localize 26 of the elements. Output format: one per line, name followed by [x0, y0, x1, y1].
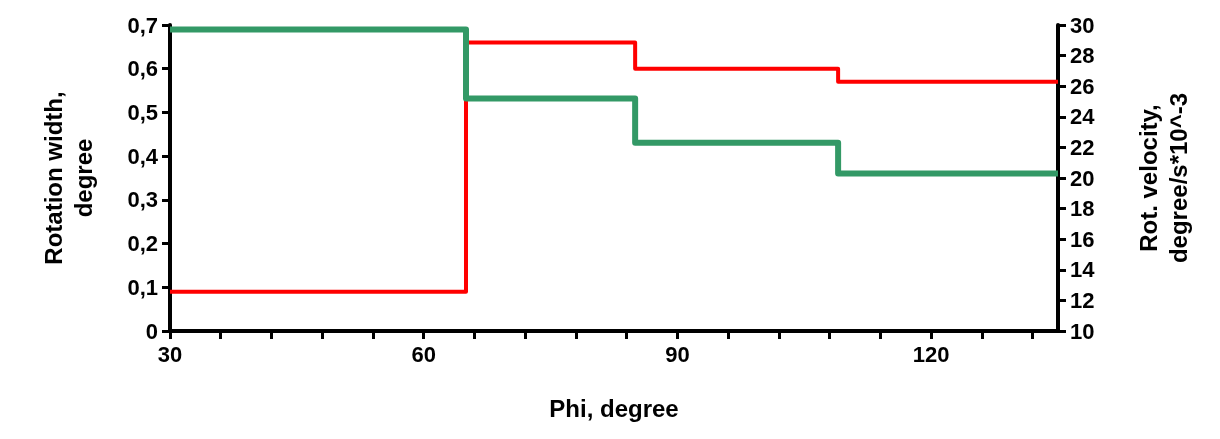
- y-tick-label: 0,4: [127, 143, 159, 169]
- x-tick-label: 90: [665, 341, 690, 367]
- y-tick-label: 0,7: [127, 12, 158, 38]
- y2-tick-label: 24: [1070, 104, 1096, 130]
- y-tick-label: 0,2: [127, 231, 158, 257]
- y2-tick-label: 14: [1070, 257, 1096, 283]
- y2-axis-title: Rot. velocity, degree/s*10^-3: [1134, 92, 1192, 264]
- y2-tick-label: 20: [1070, 165, 1095, 191]
- y2-tick-label: 30: [1070, 12, 1095, 38]
- y-tick-label: 0,6: [127, 56, 158, 82]
- y-tick-label: 0,3: [127, 187, 158, 213]
- y2-tick-label: 16: [1070, 226, 1095, 252]
- x-axis-title: Phi, degree: [549, 394, 679, 422]
- y-axis-title: Rotation width, degree: [39, 91, 97, 265]
- y-tick-label: 0,5: [127, 99, 158, 125]
- y2-tick-label: 12: [1070, 287, 1095, 313]
- x-tick-label: 120: [912, 341, 950, 367]
- y2-tick-label: 18: [1070, 196, 1095, 222]
- y2-tick-label: 26: [1070, 73, 1095, 99]
- x-tick-label: 30: [157, 341, 183, 367]
- y2-tick-label: 22: [1070, 134, 1095, 160]
- x-tick-label: 60: [411, 341, 436, 367]
- y-tick-label: 0: [145, 318, 158, 344]
- y-tick-label: 0,1: [127, 274, 158, 300]
- y2-tick-label: 10: [1070, 318, 1095, 344]
- y2-tick-label: 28: [1070, 43, 1095, 69]
